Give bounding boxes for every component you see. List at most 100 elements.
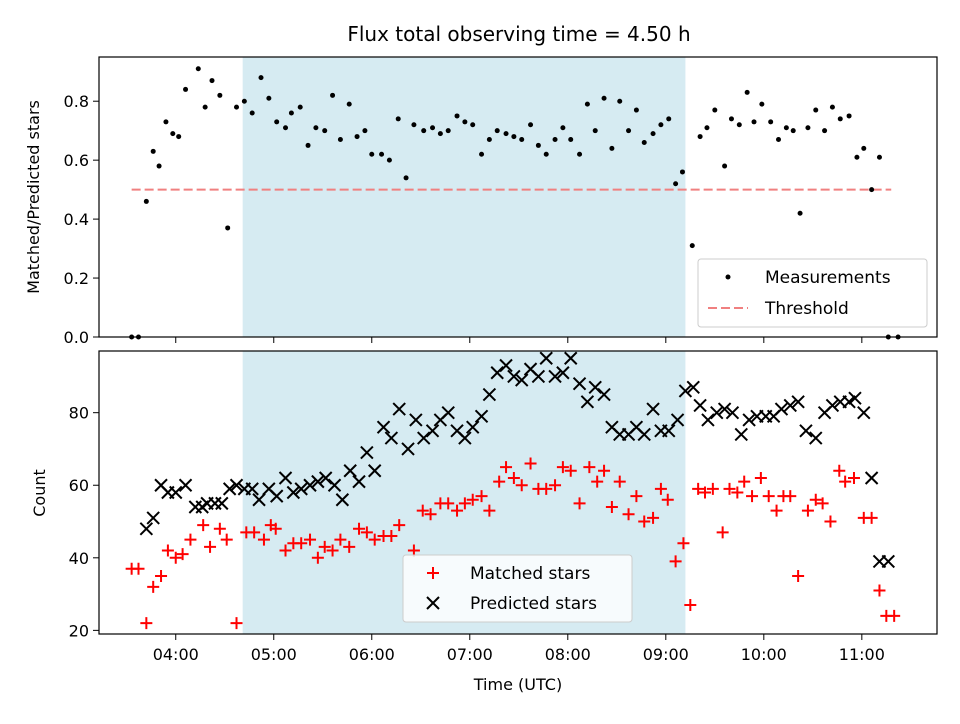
measurement-point (241, 98, 247, 104)
legend-predicted-label: Predicted stars (470, 594, 597, 614)
measurement-point (584, 101, 590, 107)
count-axes-frame (98, 350, 938, 635)
measurement-point (679, 169, 685, 175)
figure-title: Flux total observing time = 4.50 h (347, 22, 690, 46)
predicted-star-point (343, 464, 357, 478)
measurement-point (535, 142, 541, 148)
matched-star-point (393, 519, 406, 532)
matched-star-point (343, 540, 356, 553)
measurement-point (163, 119, 169, 125)
matched-star-point (353, 522, 366, 535)
matched-star-point (204, 540, 217, 553)
measurement-point (305, 142, 311, 148)
predicted-star-point (572, 376, 587, 391)
predicted-star-point (693, 398, 707, 413)
measurement-point (822, 128, 828, 134)
predicted-star-point (791, 395, 805, 409)
measurement-point (813, 107, 819, 113)
predicted-star-point (678, 384, 693, 398)
predicted-star-point (360, 445, 374, 460)
ratio-panel: 0.00.20.40.60.8 Matched/Predicted stars … (24, 56, 938, 347)
matched-star-point (873, 584, 886, 597)
ratio-y-tick-label: 0.6 (64, 151, 89, 170)
count-legend-box (402, 554, 633, 623)
measurement-point (274, 119, 280, 125)
predicted-star-point (252, 493, 266, 507)
measurement-point (728, 116, 734, 122)
matched-star-point (515, 479, 528, 492)
matched-star-point (360, 526, 373, 539)
matched-star-point (483, 504, 496, 517)
x-tick-label: 07:00 (447, 645, 493, 664)
predicted-star-point (401, 442, 415, 456)
matched-star-point (746, 490, 759, 503)
matched-star-point (230, 617, 243, 630)
ratio-legend: Measurements Threshold (697, 258, 928, 328)
ratio-y-tick-label: 0.8 (64, 92, 89, 111)
measurement-point (744, 89, 750, 95)
predicted-star-point (556, 366, 570, 380)
predicted-star-point (580, 395, 595, 409)
predicted-star-point (178, 478, 193, 492)
matched-star-point (197, 519, 210, 532)
predicted-star-point (490, 366, 504, 380)
measurement-point (379, 151, 385, 157)
matched-star-point (847, 471, 860, 484)
measurement-point (609, 145, 615, 151)
x-axis-label: Time (UTC) (473, 675, 562, 694)
matched-star-point (647, 511, 660, 524)
matched-star-point (598, 464, 611, 477)
predicted-star-point (531, 369, 546, 384)
measurement-point (626, 128, 632, 134)
measurement-point (829, 104, 835, 110)
ratio-y-tick-label: 0.4 (64, 210, 89, 229)
measurement-point (454, 113, 460, 119)
legend-threshold-label: Threshold (764, 299, 849, 319)
predicted-star-point (466, 420, 480, 434)
count-y-tick-label: 40 (69, 549, 89, 568)
matched-star-point (699, 486, 712, 499)
measurement-point (362, 128, 368, 134)
measurement-point (666, 116, 672, 122)
measurement-point (234, 104, 240, 110)
measurement-point (421, 128, 427, 134)
matched-star-point (475, 490, 488, 503)
predicted-star-point (376, 420, 391, 434)
measurement-point (704, 125, 710, 131)
predicted-star-point (417, 431, 431, 445)
measurement-point (511, 134, 517, 140)
predicted-star-point (864, 471, 879, 485)
predicted-star-point (146, 511, 160, 525)
matched-star-point (692, 482, 705, 495)
matched-star-points (125, 457, 901, 630)
measurement-point (869, 187, 875, 193)
measurement-point (568, 137, 574, 143)
matched-star-point (839, 475, 852, 488)
legend-plus-marker (427, 567, 439, 579)
measurement-point (861, 145, 867, 151)
matched-star-point (784, 490, 797, 503)
measurement-point (617, 98, 623, 104)
matched-star-point (677, 537, 690, 550)
matched-star-point (318, 540, 331, 553)
predicted-star-point (809, 431, 823, 445)
predicted-star-point (881, 554, 895, 569)
count-y-tick-label: 80 (69, 404, 89, 423)
measurement-point (776, 137, 782, 143)
matched-star-point (731, 486, 744, 499)
measurement-point (346, 101, 352, 107)
measurement-point (403, 175, 409, 181)
matched-star-point (591, 475, 604, 488)
predicted-star-point (327, 478, 342, 492)
predicted-star-point (564, 351, 578, 365)
x-tick-label: 08:00 (545, 645, 591, 664)
matched-star-point (466, 493, 479, 506)
matched-star-point (451, 504, 464, 517)
predicted-star-point (222, 482, 237, 496)
measurement-point (462, 119, 468, 125)
measurement-point (266, 95, 272, 101)
measurement-point (736, 122, 742, 128)
matched-star-point (257, 533, 270, 546)
matched-star-point (458, 497, 471, 510)
measurement-point (150, 148, 156, 154)
